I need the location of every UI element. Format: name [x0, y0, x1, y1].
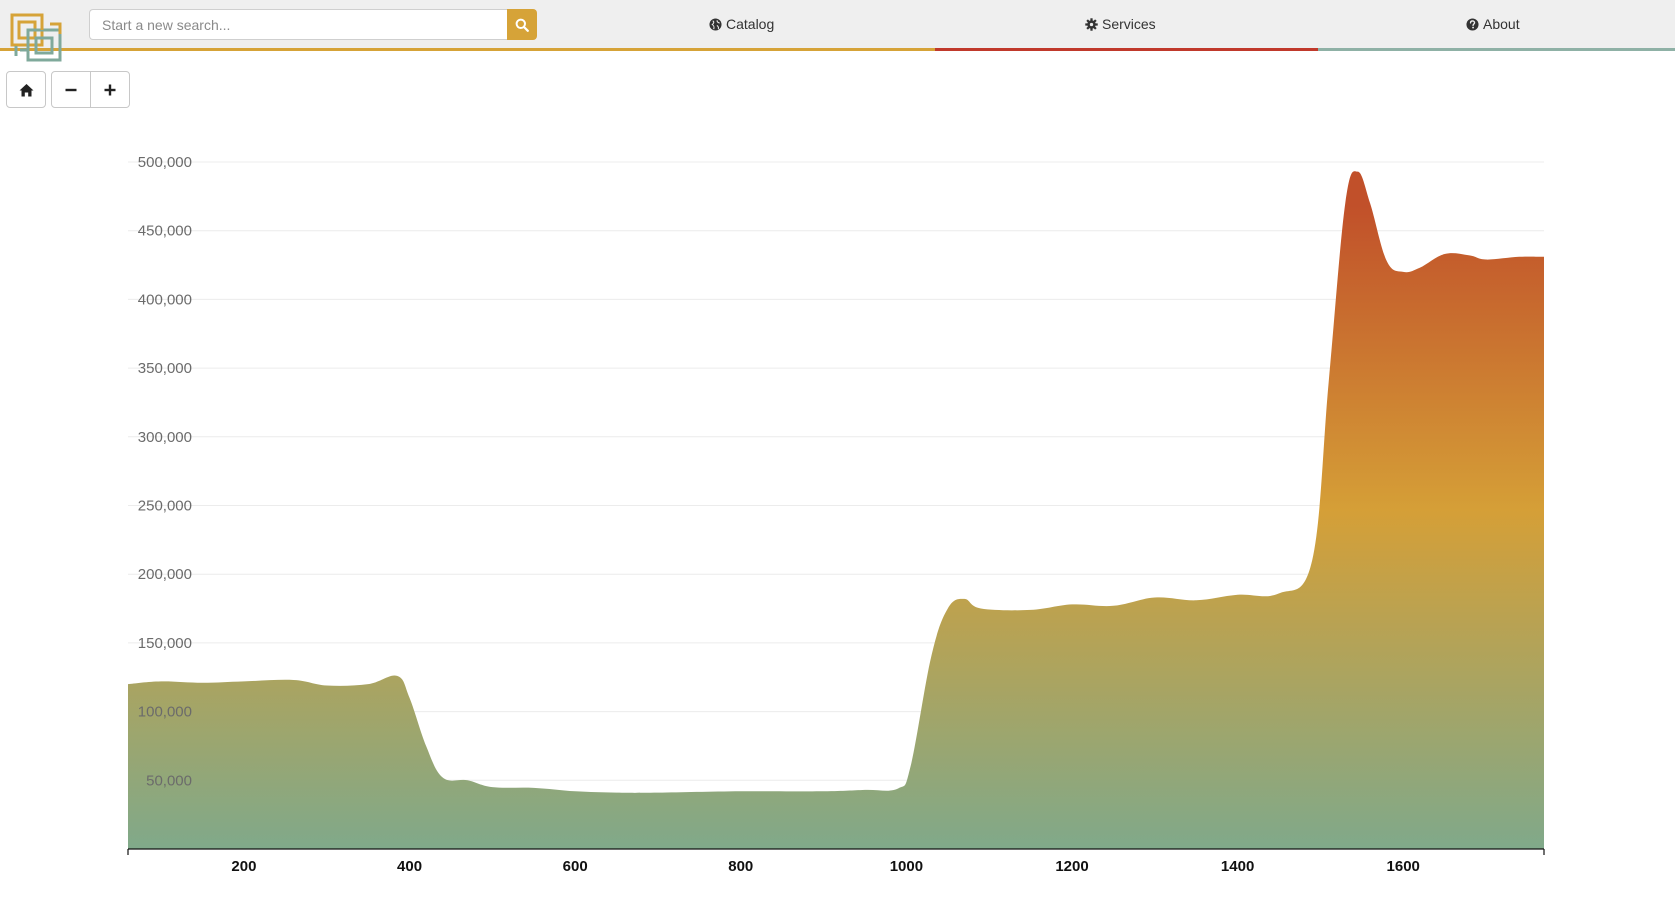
search-icon	[515, 18, 529, 32]
logo[interactable]	[10, 12, 68, 66]
y-tick-label: 100,000	[138, 704, 192, 721]
y-tick-label: 50,000	[146, 772, 192, 789]
top-navigation-bar: Catalog Services	[0, 0, 1675, 62]
minus-icon	[65, 88, 77, 91]
question-circle-icon	[1465, 17, 1479, 31]
x-tick-label: 400	[397, 858, 422, 875]
zoom-in-button[interactable]	[90, 71, 130, 108]
nav-about[interactable]: About	[1465, 14, 1520, 34]
y-tick-label: 150,000	[138, 635, 192, 652]
home-button[interactable]	[6, 71, 46, 108]
topbar-underline-red	[935, 48, 1318, 51]
home-icon	[19, 83, 33, 96]
y-tick-label: 250,000	[138, 498, 192, 515]
x-tick-label: 1000	[890, 858, 923, 875]
x-tick-label: 200	[231, 858, 256, 875]
search-button[interactable]	[507, 9, 537, 40]
nav-about-label: About	[1483, 16, 1520, 32]
x-tick-label: 800	[728, 858, 753, 875]
x-tick-label: 1600	[1387, 858, 1420, 875]
nav-services[interactable]: Services	[1084, 14, 1156, 34]
axes: 50,000 100,000 150,000 200,000 250,000 300,00…	[127, 154, 1545, 875]
nav-services-label: Services	[1102, 16, 1156, 32]
x-tick-label: 600	[563, 858, 588, 875]
area-series	[128, 171, 1544, 849]
y-tick-label: 350,000	[138, 360, 192, 377]
y-tick-label: 300,000	[138, 429, 192, 446]
y-tick-label: 500,000	[138, 154, 192, 171]
nav-catalog[interactable]: Catalog	[708, 14, 774, 34]
search-input[interactable]	[89, 9, 507, 40]
globe-icon	[708, 17, 722, 31]
search-bar	[89, 9, 537, 40]
x-tick-label: 1400	[1221, 858, 1254, 875]
nav-catalog-label: Catalog	[726, 16, 775, 32]
topbar-underline-gold	[0, 48, 935, 51]
gear-icon	[1084, 17, 1098, 31]
topbar-underline-teal	[1318, 48, 1675, 51]
y-tick-label: 400,000	[138, 291, 192, 308]
plus-icon	[104, 84, 116, 95]
zoom-out-button[interactable]	[51, 71, 91, 108]
y-tick-label: 450,000	[138, 223, 192, 240]
x-tick-label: 1200	[1055, 858, 1088, 875]
y-tick-label: 200,000	[138, 566, 192, 583]
area-series-fill	[128, 171, 1544, 849]
